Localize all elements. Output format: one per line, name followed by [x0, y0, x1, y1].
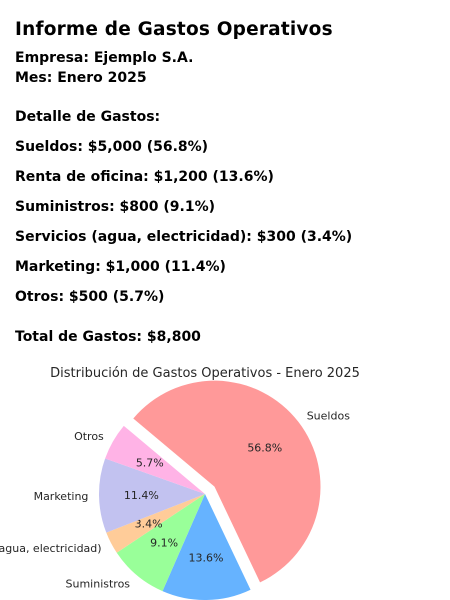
slice-pct-sueldos: 56.8%: [247, 442, 282, 455]
month-line: Mes: Enero 2025: [15, 70, 147, 86]
pie-slice-renta-de-oficina: [162, 494, 251, 600]
expense-line-marketing: Marketing: $1,000 (11.4%): [15, 259, 226, 275]
slice-pct-otros: 5.7%: [136, 456, 164, 469]
slice-pct-servicios-agua-electricidad: 3.4%: [135, 517, 163, 530]
total-line: Total de Gastos: $8,800: [15, 329, 201, 345]
pie-slice-marketing: [99, 458, 205, 533]
slice-pct-marketing: 11.4%: [124, 489, 159, 502]
expense-line-sueldos: Sueldos: $5,000 (56.8%): [15, 139, 209, 155]
slice-label-otros: Otros: [74, 430, 104, 443]
expense-pie-chart: Distribución de Gastos Operativos - Ener…: [0, 366, 360, 600]
expense-line-otros: Otros: $500 (5.7%): [15, 289, 165, 305]
expense-line-renta: Renta de oficina: $1,200 (13.6%): [15, 169, 274, 185]
slice-label-sueldos: Sueldos: [307, 409, 350, 422]
report-title: Informe de Gastos Operativos: [15, 19, 333, 40]
pie-slice-servicios-agua-electricidad: [106, 494, 205, 553]
expense-line-suministros: Suministros: $800 (9.1%): [15, 199, 216, 215]
slice-pct-renta-de-oficina: 13.6%: [189, 552, 224, 565]
detail-heading: Detalle de Gastos:: [15, 109, 161, 125]
pie-slice-otros: [105, 425, 205, 494]
pie-slice-sueldos: [133, 380, 321, 583]
pie-slice-suministros: [116, 494, 205, 592]
company-line: Empresa: Ejemplo S.A.: [15, 50, 194, 66]
chart-title: Distribución de Gastos Operativos - Ener…: [50, 366, 360, 381]
slice-label-servicios-agua-electricidad: Servicios (agua, electricidad): [0, 542, 102, 555]
expense-line-servicios: Servicios (agua, electricidad): $300 (3.…: [15, 229, 353, 245]
slice-label-marketing: Marketing: [34, 490, 89, 503]
slice-pct-suministros: 9.1%: [150, 537, 178, 550]
slice-label-suministros: Suministros: [66, 577, 131, 590]
